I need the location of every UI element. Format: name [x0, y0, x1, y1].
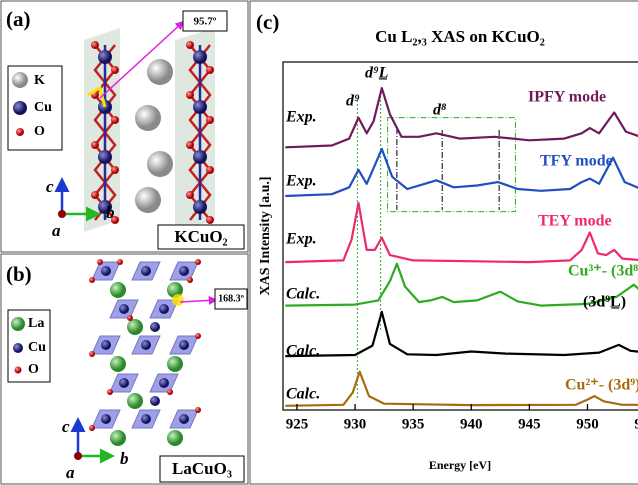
series-label: TEY mode — [538, 213, 612, 230]
plot-area — [285, 87, 638, 407]
x-tick-label: 925 — [286, 416, 309, 432]
panel-frame — [249, 0, 638, 485]
sample-label: Exp. — [285, 173, 317, 190]
highlight-box — [387, 117, 516, 213]
panel-label: (a) — [6, 7, 31, 31]
spectrum-line — [285, 147, 638, 198]
legend-label: Cu — [34, 100, 52, 115]
peak-label: d⁹L̲ — [365, 65, 389, 82]
x-tick-label: 930 — [344, 416, 367, 432]
axis-label: c — [62, 417, 70, 436]
legend-label: Cu — [28, 340, 46, 355]
legend-label: O — [28, 362, 39, 377]
legend-label: O — [34, 124, 45, 139]
series-label: Cu²⁺- (3d⁹) — [565, 377, 638, 394]
angle-label: 168.3º — [218, 293, 245, 304]
peak-label: d⁸ — [433, 102, 447, 119]
spectrum-line — [285, 87, 638, 149]
axis-label: a — [66, 463, 75, 482]
x-tick-label: 945 — [518, 416, 541, 432]
x-tick-label: 955 — [634, 416, 638, 432]
plot-frame — [282, 61, 638, 411]
x-axis-label: Energy [eV] — [429, 458, 491, 472]
axis-label: b — [120, 449, 129, 468]
x-tick-label: 940 — [460, 416, 483, 432]
series-label: Cu³⁺- (3d⁸) — [568, 263, 638, 280]
sample-label: Exp. — [285, 109, 317, 126]
spectrum-line — [285, 262, 638, 307]
panel-label: (c) — [256, 10, 279, 34]
y-axis-label: XAS Intensity [a.u.] — [258, 176, 273, 295]
axis-label: a — [52, 221, 61, 240]
spectrum-line — [285, 201, 638, 264]
sample-label: Exp. — [285, 231, 317, 248]
chart-title: Cu L₂,₃ XAS on KCuO₂ — [375, 27, 545, 46]
legend-label: K — [34, 73, 45, 88]
spectrum-line — [285, 310, 638, 358]
sample-label: Calc. — [286, 386, 320, 403]
peak-label: d⁹ — [346, 93, 360, 110]
x-tick-label: 950 — [576, 416, 599, 432]
crystal-structure — [7, 10, 245, 250]
angle-label: 95.7º — [194, 16, 217, 28]
axis-label: c — [46, 177, 54, 196]
axis-label: b — [106, 203, 115, 222]
panel-frame — [0, 0, 249, 253]
crystal-structure — [7, 259, 248, 483]
series-label: (3d⁹L̲) — [583, 294, 626, 311]
legend-label: La — [28, 316, 44, 331]
sample-label: Calc. — [286, 343, 320, 360]
panel-label: (b) — [6, 262, 32, 286]
panel-frame — [0, 253, 249, 485]
sample-label: Calc. — [286, 286, 320, 303]
compound-label: KCuO₂ — [174, 227, 227, 246]
series-label: IPFY mode — [528, 89, 606, 106]
compound-label: LaCuO₃ — [172, 459, 232, 478]
x-tick-label: 935 — [402, 416, 425, 432]
series-label: TFY mode — [540, 153, 613, 170]
